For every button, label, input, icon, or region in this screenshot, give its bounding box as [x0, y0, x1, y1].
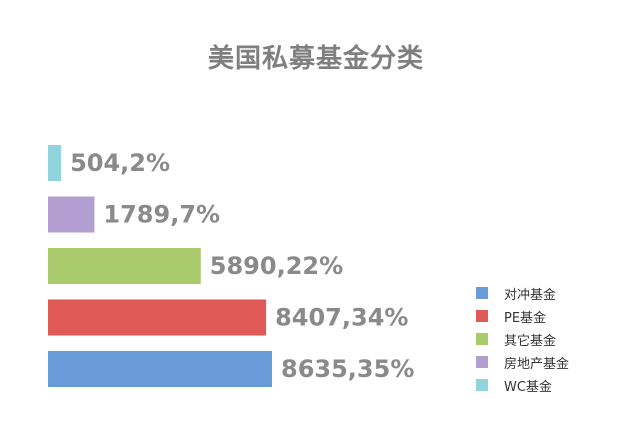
legend-swatch: [476, 310, 488, 322]
legend-swatch: [476, 333, 488, 345]
legend-item-other-fund: 其它基金: [476, 329, 626, 352]
legend-swatch: [476, 356, 488, 368]
bar-value-label: 8407,34%: [275, 304, 408, 332]
bar-5: [48, 351, 272, 387]
legend-item-real-estate-fund: 房地产基金: [476, 352, 626, 375]
bar-value-label: 8635,35%: [281, 355, 414, 383]
bars-group: [48, 145, 272, 387]
legend-label: 其它基金: [504, 334, 557, 349]
bar-2: [48, 196, 95, 233]
legend-label: PE基金: [504, 311, 547, 326]
bar-value-label: 1789,7%: [103, 201, 220, 229]
legend-item-wc-fund: WC基金: [476, 375, 626, 398]
legend-swatch: [476, 379, 488, 391]
bar-value-label: 504,2%: [70, 149, 170, 177]
bar-1: [48, 145, 62, 181]
legend-swatch: [476, 287, 488, 299]
legend-item-hedge-fund: 对冲基金: [476, 283, 626, 306]
chart-title: 美国私募基金分类: [207, 44, 424, 74]
bar-4: [48, 299, 267, 336]
chart-legend: 对冲基金 PE基金 其它基金 房地产基金 WC基金: [476, 283, 626, 398]
legend-label: 对冲基金: [504, 288, 557, 303]
bar-3: [48, 248, 201, 284]
legend-label: WC基金: [504, 380, 552, 395]
legend-label: 房地产基金: [504, 357, 570, 372]
bar-value-label: 5890,22%: [210, 252, 343, 280]
bar-value-labels: 504,2% 1789,7% 5890,22% 8407,34% 8635,35%: [70, 149, 414, 383]
legend-item-pe-fund: PE基金: [476, 306, 626, 329]
